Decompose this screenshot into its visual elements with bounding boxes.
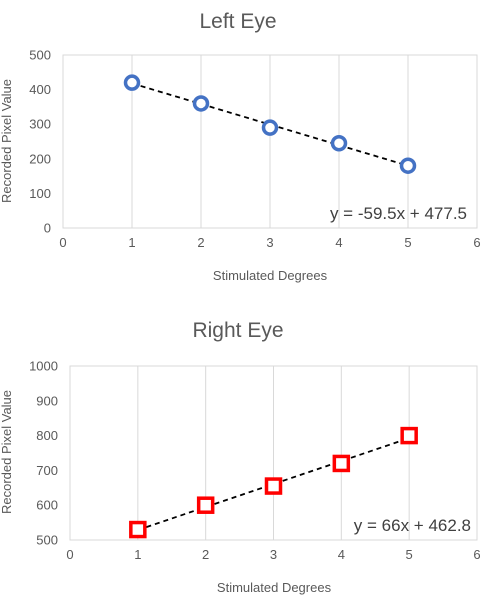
data-points [129,426,418,539]
x-tick-label: 0 [66,547,73,562]
trendline-equation: y = 66x + 462.8 [354,516,471,535]
x-tick-label: 5 [406,547,413,562]
plot-frame [62,54,478,229]
chart-title: Left Eye [199,10,276,33]
y-tick-label: 800 [36,428,58,443]
data-point [129,520,147,539]
left-eye-chart: Left Eye 0 100 200 300 400 500 0 1 2 3 4 5 6 y = -5… [0,10,481,283]
data-point [332,454,351,473]
chart-title: Right Eye [192,319,283,342]
y-tick-label: 300 [29,117,51,132]
x-tick-label: 2 [202,547,209,562]
data-point [123,74,141,91]
y-tick-label: 900 [36,393,58,408]
x-tick-label: 3 [270,547,277,562]
data-point [264,477,283,495]
y-tick-labels: 0 100 200 300 400 500 [29,48,51,236]
y-tick-labels: 500 600 700 800 900 1000 [29,359,58,548]
data-point [196,496,215,514]
x-tick-label: 0 [59,235,66,250]
trendline-equation: y = -59.5x + 477.5 [330,204,467,223]
grid [131,55,409,228]
y-tick-label: 1000 [29,359,58,374]
grid [137,366,410,540]
data-point [399,157,417,174]
x-tick-label: 1 [134,547,141,562]
x-tick-label: 6 [473,235,480,250]
y-tick-label: 100 [29,186,51,201]
x-tick-label: 4 [338,547,345,562]
y-axis-label: Recorded Pixel Value [0,79,14,203]
x-tick-label: 1 [128,235,135,250]
data-points [123,74,417,174]
y-tick-label: 500 [36,533,58,548]
x-tick-label: 2 [197,235,204,250]
x-tick-label: 5 [404,235,411,250]
x-axis-label: Stimulated Degrees [217,580,332,595]
trendline-path [137,437,410,531]
x-tick-label: 4 [335,235,342,250]
y-tick-label: 700 [36,463,58,478]
x-tick-label: 3 [266,235,273,250]
y-tick-label: 200 [29,151,51,166]
y-tick-label: 400 [29,82,51,97]
right-eye-chart: Right Eye 500 600 700 800 900 1000 0 1 2 3 4 5 6 y … [0,319,481,595]
data-point [400,426,418,445]
y-tick-label: 500 [29,48,51,63]
x-tick-label: 6 [473,547,480,562]
plot-frame [69,365,478,541]
trendline [137,437,410,531]
data-point [261,119,279,136]
x-axis-label: Stimulated Degrees [213,268,328,283]
x-tick-labels: 0 1 2 3 4 5 6 [66,547,480,562]
y-tick-label: 600 [36,498,58,513]
y-tick-label: 0 [44,221,51,236]
y-axis-label: Recorded Pixel Value [0,390,14,514]
data-point [192,95,210,112]
data-point [330,134,348,152]
x-tick-labels: 0 1 2 3 4 5 6 [59,235,480,250]
